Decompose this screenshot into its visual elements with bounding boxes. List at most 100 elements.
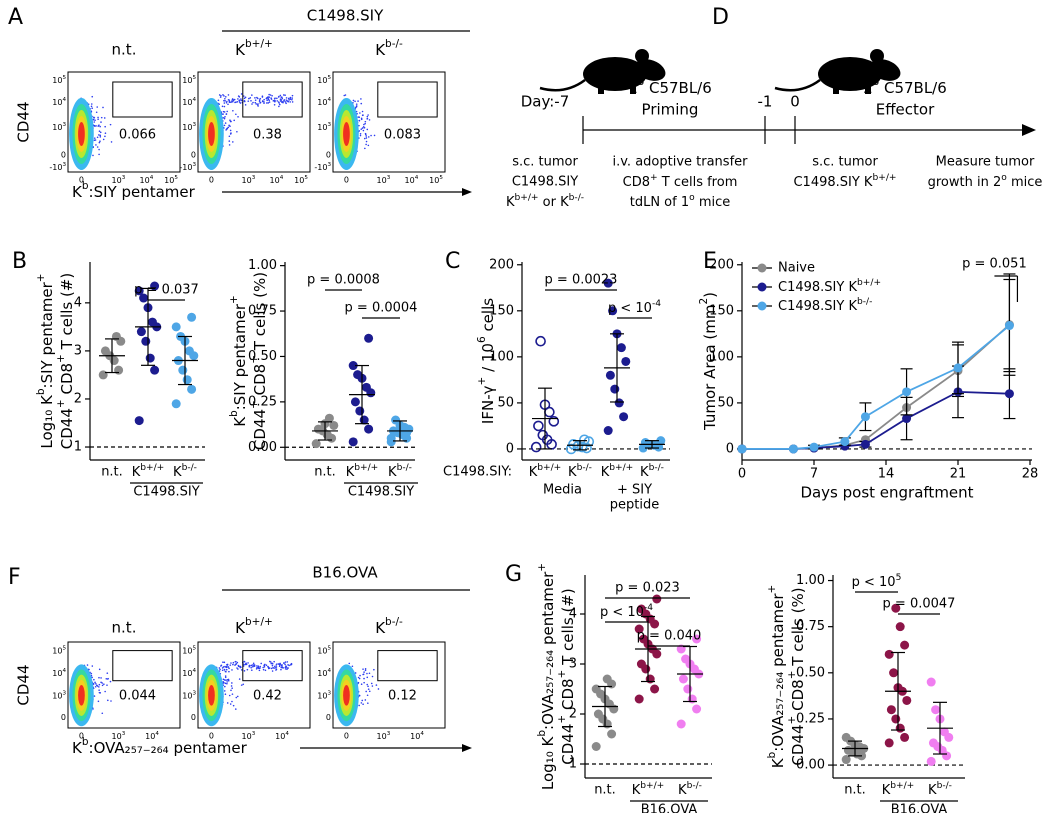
text-part: 4 [285, 731, 289, 737]
event-dot [271, 95, 273, 97]
text-part: 10 [377, 732, 387, 741]
event-dot [225, 676, 227, 678]
y-tick-label: -103 [179, 162, 196, 172]
event-dot [98, 154, 100, 156]
event-dot [369, 672, 371, 674]
text-part: ) [701, 292, 719, 298]
event-dot [106, 672, 108, 674]
text-part: T cells (%) [251, 272, 269, 355]
text-part: Tumor Area (mm [701, 305, 719, 431]
event-dot [228, 140, 230, 142]
data-point [902, 696, 911, 705]
event-dot [95, 683, 97, 685]
data-point [137, 327, 146, 336]
event-dot [97, 125, 99, 127]
text-part: CD44 [251, 409, 269, 450]
event-dot [262, 100, 264, 102]
event-dot [231, 687, 233, 689]
data-point [141, 337, 150, 346]
event-dot [240, 98, 242, 100]
y-tick-label: 104 [182, 97, 196, 107]
event-dot [102, 685, 104, 687]
event-dot [360, 128, 362, 130]
event-dot [225, 693, 227, 695]
data-point [646, 675, 655, 684]
text-part: b-/- [569, 193, 584, 203]
text-part: 10 [182, 76, 192, 85]
event-dot [251, 669, 253, 671]
data-point [532, 443, 541, 452]
y-axis-label: Kb:SIY pentamer+ [228, 295, 249, 427]
data-point [889, 668, 898, 677]
event-dot [95, 686, 97, 688]
event-dot [364, 148, 366, 150]
data-point [604, 426, 613, 435]
text-part: growth in 2 [928, 175, 1002, 190]
event-dot [363, 124, 365, 126]
x-axis-label: Kb:SIY pentamer [72, 180, 196, 201]
event-dot [273, 667, 275, 669]
y-tick-label: 50 [717, 395, 734, 410]
data-point [885, 650, 894, 659]
event-dot [248, 666, 250, 668]
event-dot [225, 671, 227, 673]
event-dot [362, 703, 364, 705]
event-dot [362, 127, 364, 129]
event-dot [289, 101, 291, 103]
y-tick-label: 103 [52, 690, 66, 700]
event-dot [229, 695, 231, 697]
event-dot [280, 95, 282, 97]
p-value: p = 0.0047 [883, 597, 956, 612]
event-dot [366, 684, 368, 686]
event-dot [226, 683, 228, 685]
data-point [391, 416, 400, 425]
text-part: CD8 [251, 364, 269, 400]
event-dot [239, 101, 241, 103]
event-dot [110, 681, 112, 683]
event-dot [103, 683, 105, 685]
arrow-head [462, 744, 472, 752]
plot-title: Kb-/- [375, 616, 403, 637]
event-dot [244, 100, 246, 102]
text-part: + [55, 399, 67, 408]
event-dot [227, 702, 229, 704]
text-part: + [536, 563, 548, 572]
event-dot [263, 99, 265, 101]
event-dot [224, 100, 226, 102]
p-value: p = 0.037 [134, 283, 199, 298]
event-dot [230, 662, 232, 664]
series-point [1005, 389, 1014, 398]
event-dot [224, 690, 226, 692]
event-dot [91, 103, 93, 105]
event-dot [280, 669, 282, 671]
data-point [146, 354, 155, 363]
text-part: 5 [62, 645, 66, 651]
event-dot [231, 669, 233, 671]
event-dot [234, 664, 236, 666]
event-dot [376, 684, 378, 686]
event-dot [270, 97, 272, 99]
event-dot [220, 95, 222, 97]
text-part: T cells (#) [58, 273, 76, 354]
event-dot [358, 682, 360, 684]
event-dot [247, 662, 249, 664]
event-dot [110, 124, 112, 126]
event-dot [257, 105, 259, 107]
mouse-leg [833, 86, 839, 94]
event-dot [222, 681, 224, 683]
event-dot [223, 95, 225, 97]
data-point [536, 337, 545, 346]
series-point [789, 444, 798, 453]
text-part: 4 [155, 731, 159, 737]
event-dot [99, 126, 101, 128]
group-span-label: B16.OVA [891, 803, 948, 813]
text-part: 10 [377, 176, 387, 185]
event-dot [97, 146, 99, 148]
plot-title: Kb-/- [375, 38, 403, 59]
event-dot [248, 98, 250, 100]
event-dot [270, 663, 272, 665]
event-dot [359, 695, 361, 697]
group-span-label: C1498.SIY [133, 485, 199, 500]
